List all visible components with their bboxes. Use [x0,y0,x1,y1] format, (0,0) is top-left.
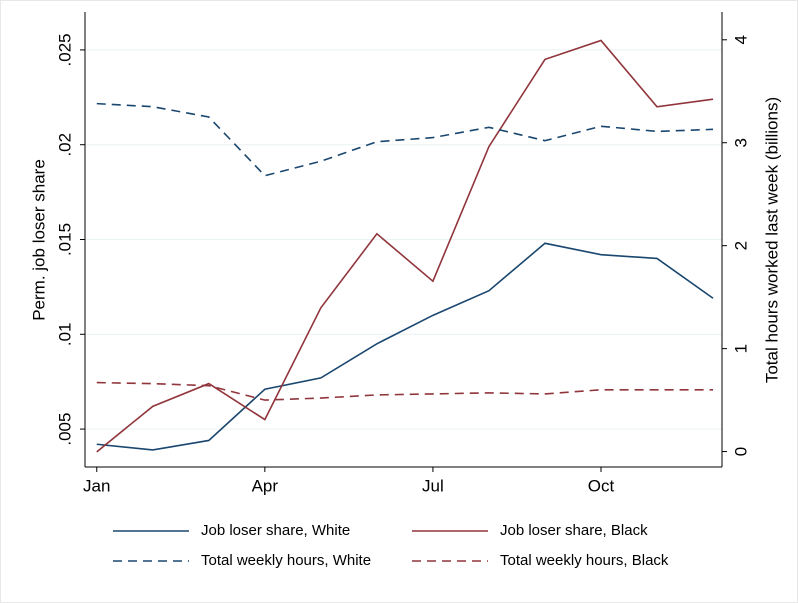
series-line [96,381,714,401]
y2-tick-label: 4 [731,35,750,44]
x-tick-label: Jan [83,476,110,495]
y-tick-label: .01 [55,322,74,346]
x-tick-label: Jul [422,476,444,495]
legend-label: Job loser share, White [201,522,350,539]
y-tick-label: .02 [55,133,74,157]
y2-tick-label: 1 [731,344,750,353]
x-tick-label: Apr [252,476,279,495]
series-line [96,39,714,453]
y-tick-label: .005 [55,413,74,446]
y-axis-title: Perm. job loser share [29,159,48,321]
y-tick-label: .025 [55,33,74,66]
series-line [96,242,714,451]
y2-axis-title: Total hours worked last week (billions) [762,97,781,383]
y-tick-label: .015 [55,223,74,256]
y2-tick-label: 0 [731,447,750,456]
legend-label: Total weekly hours, Black [500,552,669,569]
legend-label: Job loser share, Black [500,522,648,539]
y2-tick-label: 2 [731,241,750,250]
legend-label: Total weekly hours, White [201,552,371,569]
x-tick-label: Oct [588,476,615,495]
y2-tick-label: 3 [731,138,750,147]
